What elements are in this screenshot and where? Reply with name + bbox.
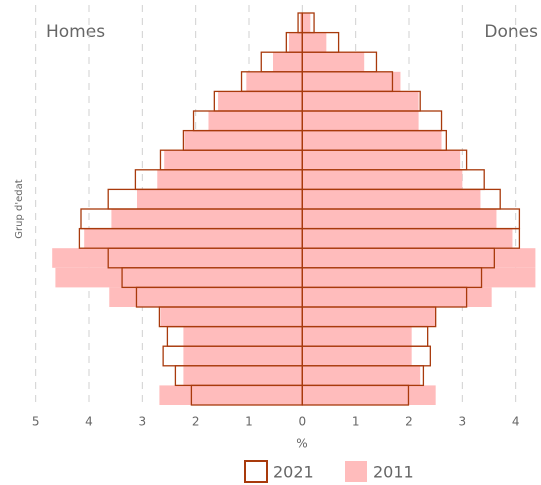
- legend-swatch: [244, 460, 268, 483]
- bar: [302, 91, 419, 111]
- x-tick-label: 1: [245, 415, 253, 429]
- bar: [302, 248, 536, 268]
- bar: [302, 326, 412, 347]
- bar: [109, 287, 303, 307]
- bar: [208, 111, 303, 131]
- y-axis-label: Grup d'edat: [14, 179, 25, 238]
- bar: [302, 169, 463, 190]
- bar: [184, 130, 303, 151]
- bar: [160, 307, 303, 327]
- bar: [164, 150, 303, 170]
- bar: [84, 228, 303, 249]
- bar: [157, 169, 303, 190]
- x-tick-label: 4: [85, 415, 93, 429]
- bar: [302, 209, 497, 229]
- x-tick-label: 1: [352, 415, 360, 429]
- bar: [111, 209, 303, 229]
- bar: [302, 130, 442, 151]
- bar: [300, 13, 303, 33]
- right-label: Dones: [484, 22, 538, 42]
- legend-label: 2011: [373, 463, 414, 482]
- bar: [302, 150, 461, 170]
- bar: [302, 111, 419, 131]
- x-tick-label: 2: [192, 415, 200, 429]
- x-tick-label: 4: [512, 415, 520, 429]
- bar: [246, 71, 303, 92]
- bar: [302, 346, 412, 366]
- bar: [52, 248, 303, 268]
- bar: [302, 52, 365, 72]
- bar: [302, 287, 492, 307]
- bar: [302, 71, 401, 92]
- bar: [302, 32, 327, 53]
- bar: [302, 13, 311, 33]
- bar: [273, 52, 303, 72]
- bar: [183, 365, 303, 386]
- x-tick-label: 2: [405, 415, 413, 429]
- bar: [137, 189, 303, 209]
- bar: [302, 365, 421, 386]
- x-tick-label: 3: [459, 415, 467, 429]
- bar: [183, 326, 303, 347]
- bar: [218, 91, 303, 111]
- bar: [302, 267, 536, 288]
- legend-swatch: [345, 461, 367, 482]
- bar: [183, 346, 303, 366]
- bar: [159, 385, 303, 405]
- bar: [302, 228, 513, 249]
- bar: [289, 32, 303, 53]
- bar: [302, 307, 436, 327]
- bar: [302, 189, 481, 209]
- x-axis-label: %: [296, 437, 307, 451]
- x-tick-label: 3: [139, 415, 147, 429]
- bar: [55, 267, 303, 288]
- x-tick-label: 0: [299, 415, 307, 429]
- legend-label: 2021: [273, 463, 314, 482]
- left-label: Homes: [46, 22, 105, 42]
- bar: [302, 385, 436, 405]
- x-tick-label: 5: [32, 415, 40, 429]
